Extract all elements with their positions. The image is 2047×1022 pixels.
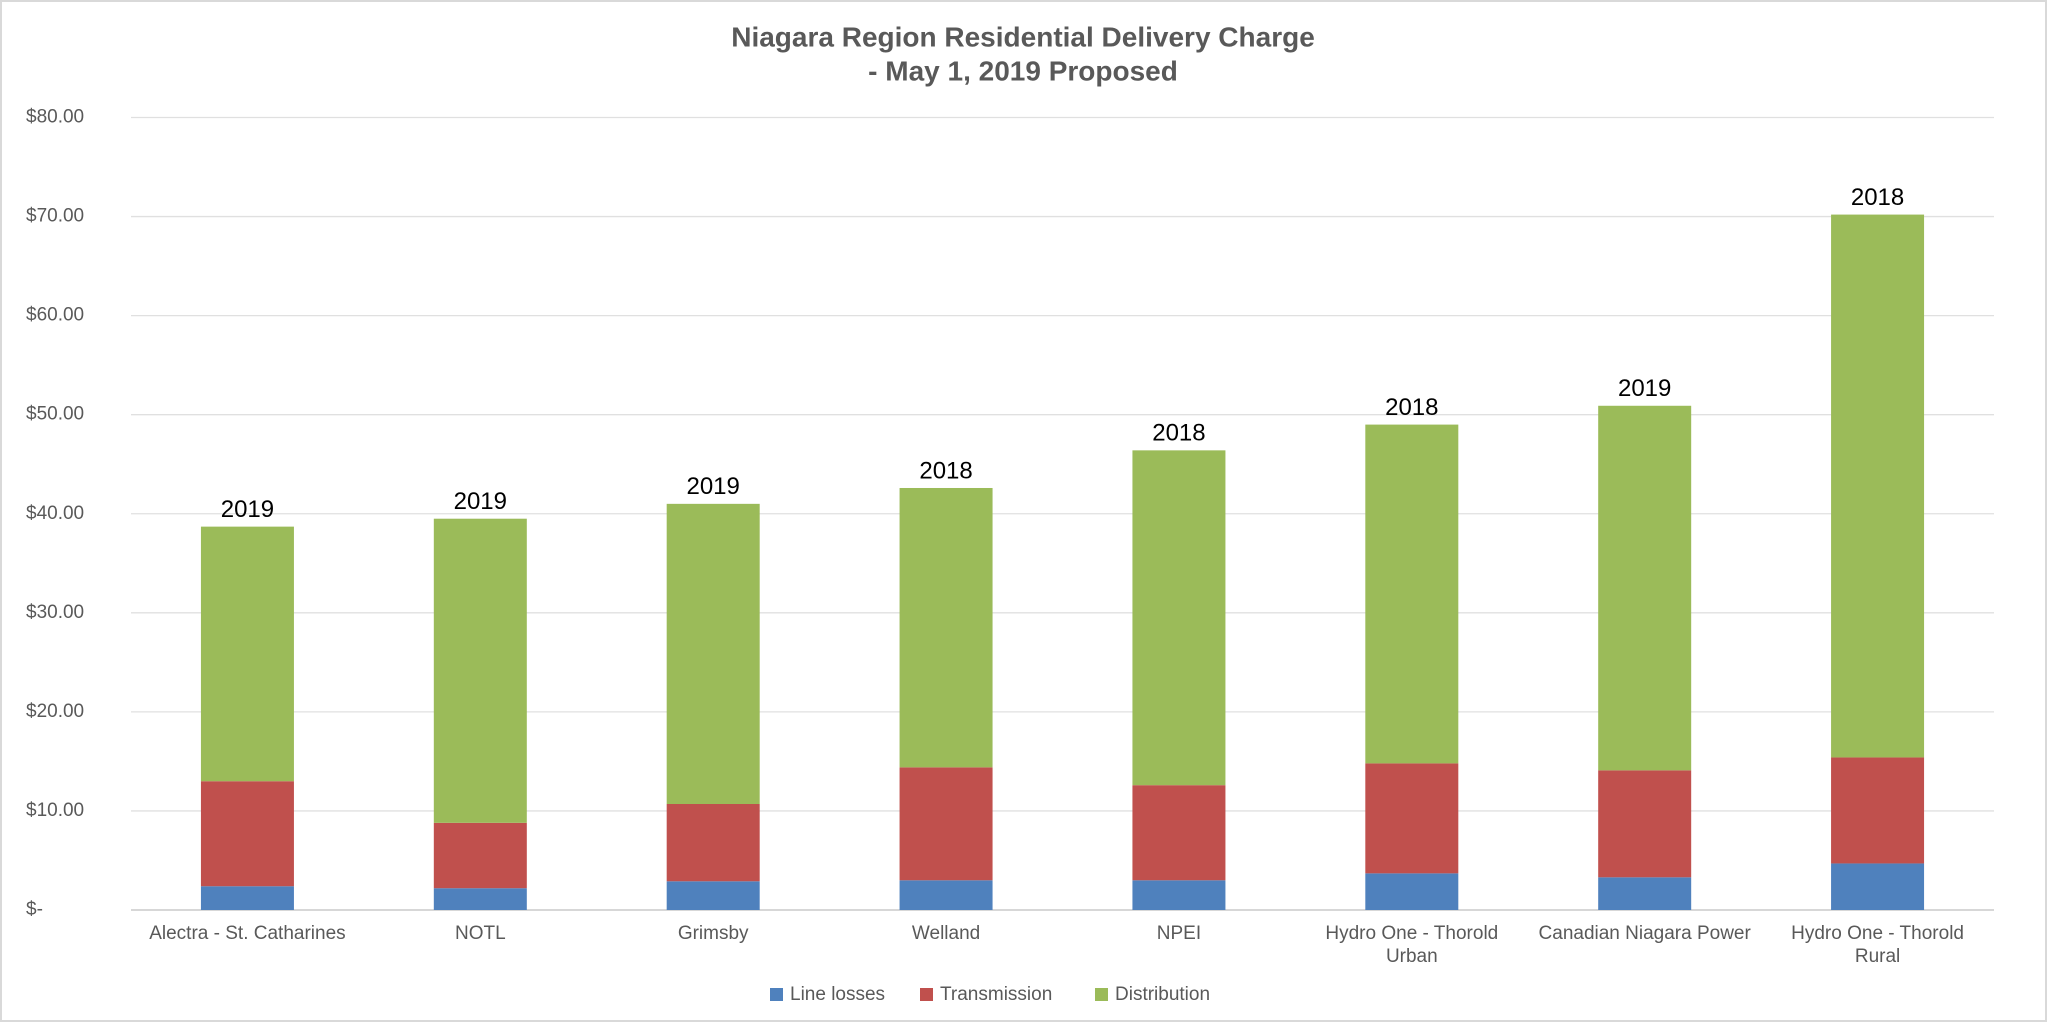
bar-segment <box>899 880 993 910</box>
bar-segment <box>1132 880 1226 910</box>
y-tick-label: $40.00 <box>26 503 84 524</box>
y-tick-label: $20.00 <box>26 701 84 722</box>
bar-segment <box>1132 785 1226 881</box>
bar-segment <box>1132 450 1226 786</box>
bar-label: 2019 <box>686 473 739 500</box>
legend-swatch <box>770 988 783 1001</box>
y-tick-label: $80.00 <box>26 107 84 128</box>
bar-segment <box>1598 770 1692 878</box>
x-tick-label: Canadian Niagara Power <box>1538 923 1751 944</box>
legend-label: Distribution <box>1115 984 1210 1005</box>
legend-label: Line losses <box>790 984 885 1005</box>
y-tick-label: $30.00 <box>26 602 84 623</box>
bar-label: 2018 <box>1851 184 1904 211</box>
bar-segment <box>666 503 760 805</box>
bar-segment <box>1365 424 1459 764</box>
bar-segment <box>200 526 294 782</box>
x-tick-label: Hydro One - Thorold Urban <box>1325 923 1499 967</box>
bar-segment <box>1365 873 1459 910</box>
x-tick-label: Alectra - St. Catharines <box>149 923 346 944</box>
legend-swatch <box>920 988 933 1001</box>
bar-label: 2019 <box>1618 375 1671 402</box>
bar-segment <box>899 767 993 881</box>
x-tick-label: NOTL <box>454 923 506 944</box>
x-tick-label: NPEI <box>1156 923 1202 944</box>
x-tick-label: Welland <box>911 923 981 944</box>
legend-label: Transmission <box>940 984 1052 1005</box>
x-tick-label: Grimsby <box>677 923 749 944</box>
bar-label: 2018 <box>1152 420 1205 447</box>
bar-segment <box>666 881 760 910</box>
bar-segment <box>433 518 527 823</box>
bar-segment <box>433 822 527 889</box>
bar-segment <box>433 888 527 910</box>
bar-segment <box>1365 763 1459 874</box>
y-tick-label: $60.00 <box>26 305 84 326</box>
y-tick-label: $10.00 <box>26 800 84 821</box>
bar-segment <box>1831 214 1925 758</box>
bar-segment <box>200 781 294 887</box>
bar-segment <box>1598 877 1692 910</box>
legend-swatch <box>1095 988 1108 1001</box>
bar-segment <box>666 804 760 882</box>
bar-label: 2019 <box>454 488 507 515</box>
bar-label: 2018 <box>919 457 972 484</box>
bar-segment <box>1831 757 1925 864</box>
bar-segment <box>1598 405 1692 771</box>
chart-title: - May 1, 2019 Proposed <box>868 55 1178 86</box>
x-tick-label: Hydro One - Thorold Rural <box>1791 923 1964 967</box>
bar-segment <box>200 886 294 910</box>
y-tick-label: $70.00 <box>26 206 84 227</box>
bar-segment <box>899 487 993 768</box>
y-tick-label: $50.00 <box>26 404 84 425</box>
chart-title: Niagara Region Residential Delivery Char… <box>731 21 1315 52</box>
bar-segment <box>1831 863 1925 910</box>
bar-label: 2019 <box>221 496 274 523</box>
y-tick-label: $- <box>26 899 43 920</box>
bar-label: 2018 <box>1385 394 1438 421</box>
